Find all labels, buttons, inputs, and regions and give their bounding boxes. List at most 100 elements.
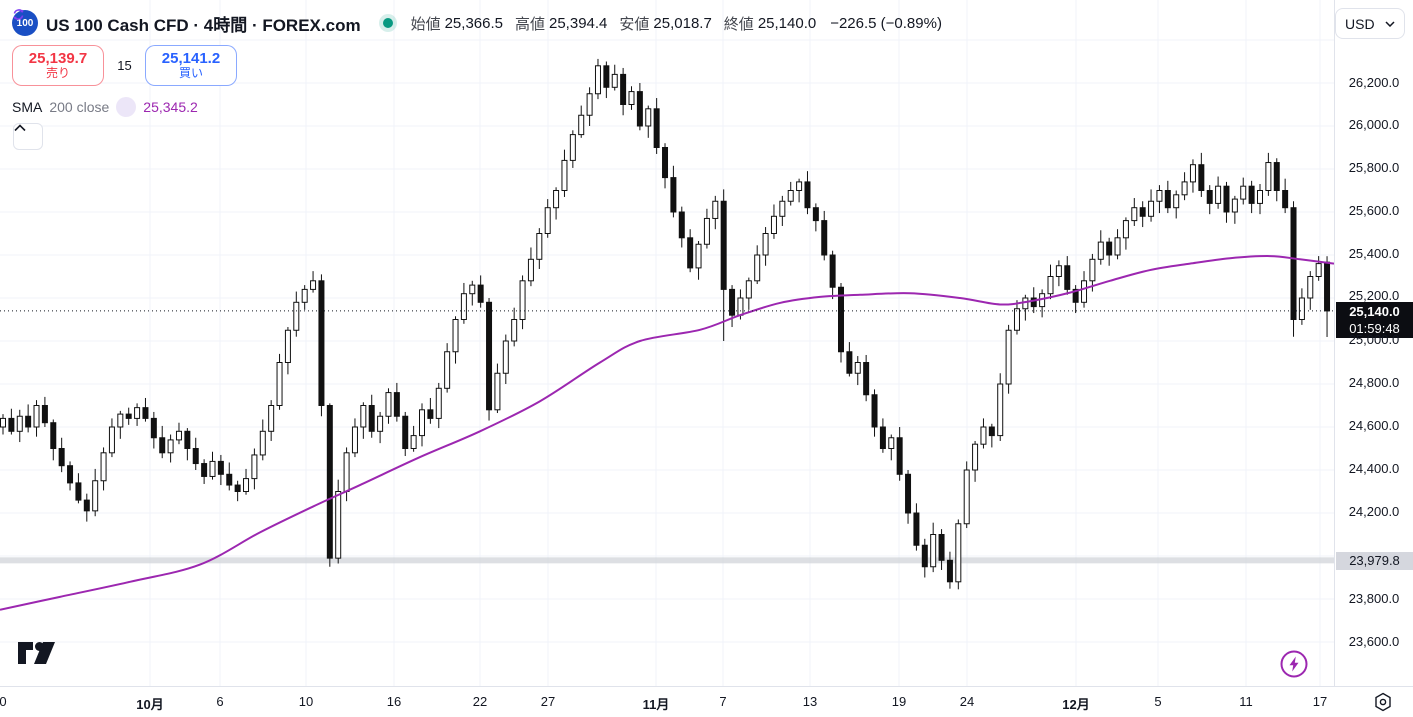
legend-collapse-button[interactable] (13, 123, 43, 150)
candle-body (1324, 261, 1331, 312)
candle-body (1114, 237, 1121, 256)
candle-body (729, 288, 736, 316)
candle-body (628, 91, 635, 105)
candle-body (812, 207, 819, 222)
price-axis-label: 25,200.0 (1348, 288, 1400, 303)
candle-body (603, 65, 610, 88)
candle-body (125, 413, 132, 419)
candle-body (243, 478, 250, 493)
high-value: 25,394.4 (549, 14, 608, 32)
candle-body (310, 280, 317, 290)
candle-body (695, 243, 702, 269)
sell-price: 25,139.7 (28, 49, 88, 67)
price-axis[interactable]: 23,979.8 25,140.0 01:59:48 26,200.0 26,00… (1334, 0, 1413, 686)
candle-body (905, 473, 912, 514)
candle-body (1257, 190, 1263, 204)
candle-body (871, 394, 878, 428)
candle-body (938, 534, 945, 561)
candle-body (703, 217, 710, 245)
sell-label: 売り (45, 66, 70, 81)
candle-body (326, 405, 333, 559)
currency-value: USD (1345, 15, 1375, 32)
candle-body (1273, 162, 1280, 192)
candle-body (678, 211, 685, 239)
candle-body (1298, 297, 1305, 320)
candle-body (67, 465, 74, 484)
candle-body (159, 437, 166, 454)
high-label: 高値 (514, 15, 545, 33)
time-axis-label: 5 (1154, 694, 1162, 709)
low-value: 25,018.7 (653, 14, 712, 32)
sell-button[interactable]: 25,139.7 売り (12, 45, 104, 86)
currency-select[interactable]: USD (1335, 8, 1405, 39)
candle-body (1089, 258, 1096, 282)
chart-legend: 100 US 100 Cash CFD · 4時間 · FOREX.com 始値… (12, 8, 942, 118)
close-value: 25,140.0 (757, 14, 817, 32)
time-axis-label: 27 (540, 694, 556, 709)
time-axis-label: 22 (472, 694, 488, 709)
price-axis-label: 25,400.0 (1348, 246, 1400, 261)
candle-body (92, 480, 99, 512)
candle-body (972, 443, 979, 471)
hexagon-scale-icon[interactable] (1373, 692, 1393, 715)
candle-body (100, 452, 107, 482)
candle-body (25, 415, 32, 428)
candle-body (167, 439, 174, 454)
candlestick-chart[interactable] (0, 0, 1334, 686)
candle-body (108, 426, 115, 454)
candle-body (653, 108, 660, 149)
candle-body (1265, 162, 1272, 192)
candle-body (1173, 194, 1180, 209)
candle-body (142, 407, 149, 419)
candle-body (1164, 190, 1171, 209)
candle-body (1022, 297, 1029, 310)
candle-body (318, 280, 325, 406)
current-price-label: 25,140.0 01:59:48 (1336, 302, 1413, 338)
lightning-icon[interactable] (1279, 649, 1309, 679)
time-axis-label: 13 (802, 694, 818, 709)
price-axis-label: 24,600.0 (1348, 418, 1400, 433)
candle-body (41, 405, 48, 424)
candle-body (846, 351, 853, 374)
candle-body (351, 426, 358, 454)
candle-body (1315, 263, 1322, 278)
time-axis-label: 12月 (1062, 697, 1090, 712)
time-axis-label: 10月 (136, 697, 164, 712)
candle-body (921, 544, 928, 568)
candle-body (838, 286, 844, 353)
candle-body (1030, 297, 1037, 308)
candle-body (1139, 207, 1146, 217)
candle-body (930, 534, 937, 568)
time-axis-label: 24 (959, 694, 975, 709)
time-axis-label: 16 (386, 694, 402, 709)
candle-body (410, 435, 417, 450)
candle-body (1307, 276, 1314, 299)
candle-body (879, 426, 886, 449)
candle-body (1282, 190, 1289, 209)
candle-body (268, 405, 275, 432)
current-price-value: 25,140.0 (1349, 304, 1400, 319)
price-axis-label: 23,800.0 (1348, 591, 1400, 606)
symbol-title[interactable]: US 100 Cash CFD · 4時間 · FOREX.com (46, 15, 361, 35)
nasdaq-100-badge: 100 (12, 10, 38, 36)
buy-button[interactable]: 25,141.2 買い (145, 45, 237, 86)
chart-canvas[interactable]: 100 US 100 Cash CFD · 4時間 · FOREX.com 始値… (0, 0, 1334, 686)
price-axis-label: 25,000.0 (1348, 332, 1400, 347)
indicator-name[interactable]: SMA (12, 99, 43, 115)
candle-body (460, 293, 467, 321)
candle-body (796, 181, 803, 191)
refresh-icon[interactable] (13, 9, 137, 117)
candle-body (670, 177, 677, 213)
candle-body (1131, 207, 1138, 222)
candle-body (1081, 280, 1088, 303)
candle-body (83, 499, 90, 512)
time-axis[interactable]: 0 10月 6 10 16 22 27 11月 7 13 19 24 12月 5 11 17 (0, 686, 1413, 717)
candle-body (343, 452, 350, 492)
candle-body (276, 362, 283, 406)
candle-body (184, 430, 191, 449)
candle-body (553, 190, 560, 209)
candle-body (854, 362, 861, 374)
candle-body (896, 437, 903, 475)
candle-body (284, 329, 291, 363)
candle-body (863, 362, 870, 396)
